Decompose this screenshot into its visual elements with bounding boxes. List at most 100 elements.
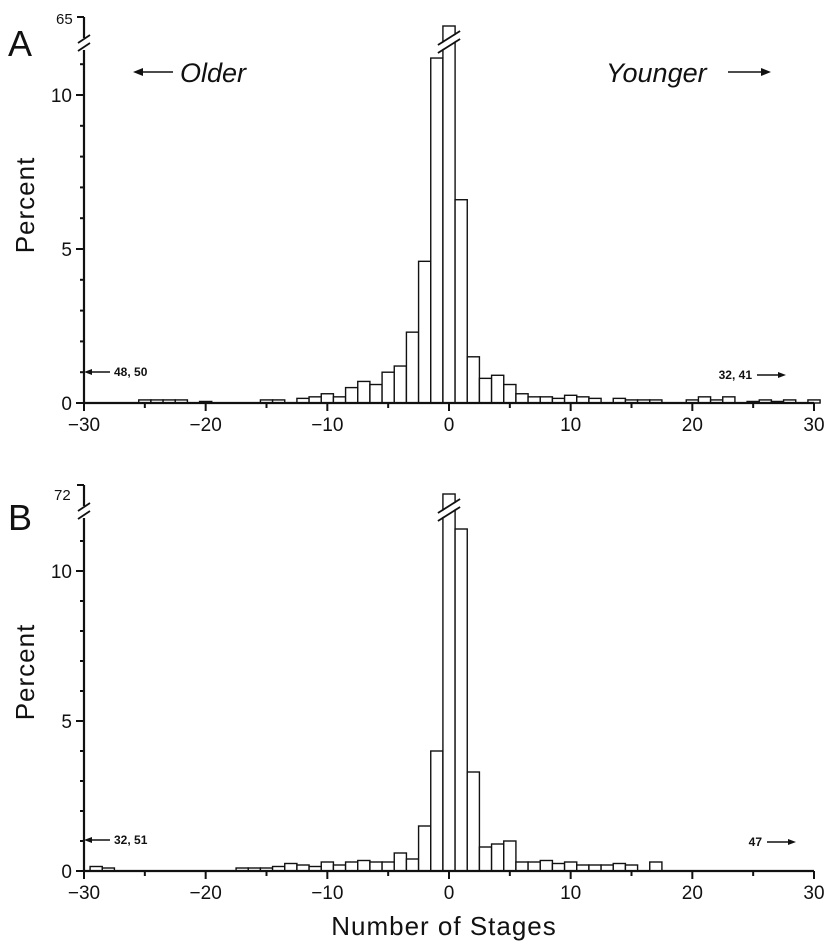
panel-a-bars — [138, 25, 821, 404]
bar-break-mark — [437, 30, 461, 46]
histogram-bar — [478, 377, 493, 404]
histogram-bar — [405, 858, 420, 872]
panel-a-x-tick-label: 0 — [444, 415, 455, 436]
histogram-bar — [454, 199, 468, 404]
panel-a-y-tick-label: 10 — [51, 86, 72, 107]
histogram-bar — [320, 861, 335, 872]
panel-a-right-annotation-text: 32, 41 — [719, 368, 753, 382]
younger-direction-label: Younger — [606, 58, 771, 88]
histogram-bar — [369, 383, 383, 404]
panel-a-y-axis-label: Percent — [10, 157, 40, 254]
panel-a-y-axis-break-mark — [77, 34, 91, 44]
histogram-bar — [563, 394, 578, 404]
histogram-bar — [430, 750, 444, 872]
histogram-bar — [357, 859, 371, 872]
histogram-bar — [503, 383, 517, 404]
panel-b-right-annotation-arrowhead — [788, 839, 796, 845]
panel-a-left-annotation-text: 48, 50 — [114, 365, 148, 379]
older-direction-label: Older — [133, 58, 247, 88]
younger-label: Younger — [606, 58, 708, 88]
bar-break-gap — [436, 32, 462, 52]
panel-b-x-tick-label: −30 — [68, 883, 100, 904]
panel-b: B 72 Percent 32, 51 47 −30 −20 −10 0 10 20 30 0… — [8, 484, 824, 904]
x-axis-title: Number of Stages — [331, 911, 557, 941]
bar-break-mark — [437, 498, 461, 514]
histogram-bar — [369, 861, 383, 872]
histogram-bar — [393, 852, 408, 872]
histogram-bar — [527, 861, 541, 872]
bar-break-mark — [437, 38, 461, 54]
panel-b-label: B — [8, 497, 32, 538]
histogram-bar — [357, 380, 371, 404]
histogram-bar — [393, 365, 408, 404]
histogram-bar — [417, 260, 432, 404]
histogram-bar — [442, 25, 456, 404]
histogram-bar — [503, 840, 517, 872]
panel-b-x-tick-label: −20 — [190, 883, 222, 904]
panel-a-x-tick-label: −30 — [68, 415, 100, 436]
panel-a-break-value: 65 — [56, 11, 73, 28]
histogram-bar — [515, 861, 529, 872]
panel-b-x-tick-label: −10 — [311, 883, 343, 904]
histogram-bar — [563, 861, 578, 872]
panel-a-y-tick-label: 5 — [61, 240, 72, 261]
panel-b-x-tick-label: 30 — [803, 883, 824, 904]
histogram-bar — [344, 386, 359, 404]
panel-a-right-annotation: 32, 41 — [719, 368, 786, 382]
panel-b-y-axis-break-mark — [77, 510, 91, 520]
panel-a-left-annotation: 48, 50 — [84, 365, 148, 379]
panel-b-left-annotation-text: 32, 51 — [114, 833, 148, 847]
panel-b-right-annotation-text: 47 — [749, 835, 763, 849]
histogram-bar — [430, 57, 444, 404]
panel-b-left-annotation-arrowhead — [84, 837, 92, 843]
panel-b-y-tick-label: 10 — [51, 562, 72, 583]
histogram-bar — [320, 393, 335, 404]
older-label: Older — [180, 58, 247, 88]
panel-b-y-tick-label: 5 — [61, 712, 72, 733]
panel-a-x-tick-label: 30 — [803, 415, 824, 436]
panel-b-x-tick-label: 10 — [560, 883, 581, 904]
histogram-bar — [612, 862, 627, 872]
histogram-bar — [417, 825, 432, 872]
panel-a-left-annotation-arrowhead — [84, 369, 92, 375]
panel-b-bars — [89, 493, 663, 872]
panel-b-break-value: 72 — [54, 487, 71, 504]
histogram-bar — [478, 846, 493, 872]
histogram-bar — [284, 862, 298, 872]
panel-a-axes: −30 −20 −10 0 10 20 30 0 5 10 — [51, 16, 824, 436]
histogram-bar — [344, 861, 359, 872]
histogram-bar — [490, 374, 505, 404]
panel-b-y-tick-label: 0 — [61, 862, 72, 883]
histogram-bar — [490, 843, 505, 872]
panel-a-x-tick-label: 20 — [682, 415, 703, 436]
histogram-bar — [381, 371, 395, 404]
histogram-bar — [515, 393, 529, 404]
bar-break-gap — [436, 500, 462, 520]
older-arrow-head — [133, 68, 143, 76]
bar-break-mark — [437, 506, 461, 522]
panel-b-y-axis-break-mark — [77, 502, 91, 512]
panel-a: A 65 Percent Older Younger 48, 50 32, 41… — [8, 11, 824, 436]
younger-arrow-head — [761, 68, 771, 76]
histogram-bar — [405, 331, 420, 404]
histogram-bar — [381, 861, 395, 872]
histogram-bar — [466, 771, 481, 872]
panel-a-x-tick-label: −20 — [190, 415, 222, 436]
panel-b-right-annotation: 47 — [749, 835, 796, 849]
histogram-bar — [454, 528, 468, 872]
panel-b-left-annotation: 32, 51 — [84, 833, 148, 847]
panel-a-x-tick-label: 10 — [560, 415, 581, 436]
histogram-bar — [551, 862, 566, 872]
panel-a-y-tick-label: 0 — [61, 394, 72, 415]
panel-b-axes: −30 −20 −10 0 10 20 30 0 5 10 — [51, 484, 824, 904]
histogram-bar — [442, 493, 456, 872]
panel-b-x-tick-label: 20 — [682, 883, 703, 904]
panel-a-label: A — [8, 23, 32, 64]
panel-b-x-tick-label: 0 — [444, 883, 455, 904]
panel-b-y-axis-label: Percent — [10, 624, 40, 721]
panel-a-x-tick-label: −10 — [311, 415, 343, 436]
panel-a-y-axis-break-mark — [77, 42, 91, 52]
histogram-bar — [539, 859, 554, 872]
histogram-bar — [466, 356, 481, 404]
